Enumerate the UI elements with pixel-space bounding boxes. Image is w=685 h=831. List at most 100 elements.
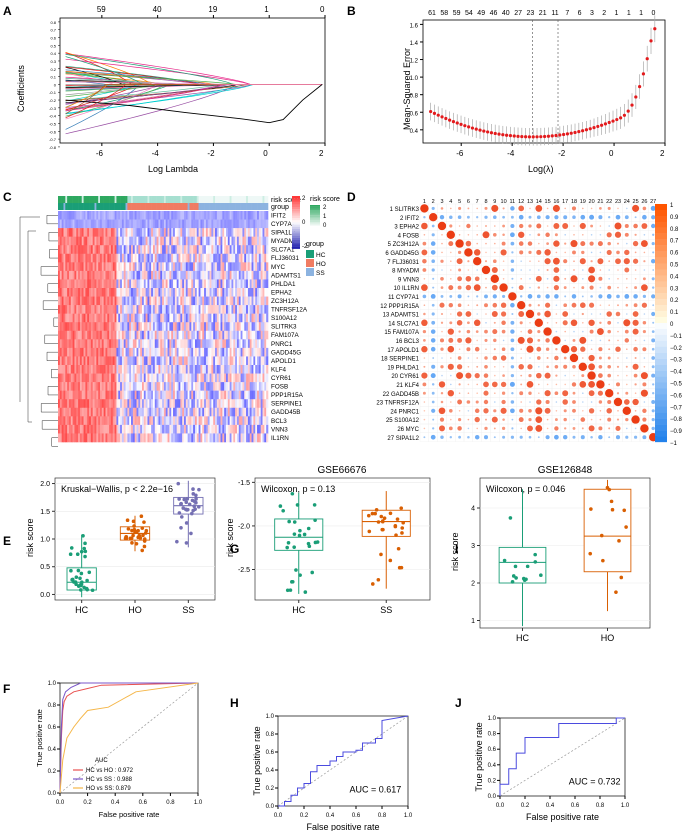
heatmap-cell — [92, 219, 95, 229]
heatmap-cell — [233, 399, 236, 409]
correlation-dot — [554, 233, 558, 237]
heatmap-cell — [226, 211, 229, 220]
heatmap-cell — [162, 339, 165, 349]
group-annotation — [96, 203, 99, 210]
heatmap-cell — [136, 339, 139, 349]
heatmap-cell — [125, 236, 128, 246]
heatmap-cell — [180, 382, 183, 391]
group-annotation — [145, 203, 148, 210]
heatmap-cell — [194, 407, 198, 417]
heatmap-cell — [264, 211, 267, 220]
heatmap-cell — [110, 288, 114, 297]
heatmap-cell — [194, 399, 198, 409]
heatmap-cell — [116, 313, 119, 323]
heatmap-cell — [229, 305, 232, 314]
heatmap-cell — [196, 365, 199, 374]
heatmap-cell — [65, 339, 68, 349]
heatmap-cell — [110, 322, 114, 332]
correlation-dot — [572, 391, 576, 395]
heatmap-cell — [222, 339, 225, 349]
heatmap-cell — [266, 288, 269, 297]
correlation-dot — [422, 258, 427, 264]
heatmap-cell — [249, 322, 252, 332]
y-tick-label: 0.8 — [50, 20, 56, 25]
heatmap-cell — [213, 407, 216, 417]
y-tick-label: 0.1 — [50, 75, 56, 80]
legend-swatch — [310, 215, 320, 217]
group-annotation — [79, 203, 83, 210]
heatmap-cell — [178, 330, 181, 340]
heatmap-cell — [81, 416, 84, 426]
heatmap-cell — [255, 270, 258, 280]
heatmap-cell — [236, 270, 240, 280]
heatmap-cell — [105, 313, 108, 323]
heatmap-cell — [227, 279, 230, 289]
correlation-dot — [555, 330, 558, 333]
heatmap-cell — [72, 330, 75, 340]
heatmap-cell — [226, 279, 229, 289]
correlation-dot — [440, 347, 444, 351]
heatmap-cell — [238, 270, 241, 280]
correlation-dot — [544, 258, 551, 265]
heatmap-cell — [193, 313, 196, 323]
heatmap-cell — [182, 407, 185, 417]
heatmap-cell — [211, 382, 214, 391]
heatmap-cell — [257, 407, 260, 417]
heatmap-cell — [242, 228, 245, 237]
correlation-dot — [546, 383, 549, 386]
heatmap-cell — [218, 382, 221, 391]
heatmap-cell — [224, 399, 227, 409]
heatmap-cell — [78, 330, 81, 340]
correlation-dot — [607, 373, 612, 378]
heatmap-cell — [222, 365, 225, 374]
correlation-dot — [536, 294, 541, 299]
heatmap-cell — [260, 219, 263, 229]
heatmap-cell — [129, 219, 132, 229]
heatmap-cell — [58, 424, 61, 434]
row-gene-label: 3 EPHA2 — [394, 225, 419, 231]
heatmap-cell — [65, 424, 68, 434]
coefficient-path — [65, 84, 323, 115]
heatmap-cell — [63, 279, 66, 289]
heatmap-cell — [152, 373, 156, 383]
heatmap-cell — [107, 424, 110, 434]
heatmap-cell — [83, 270, 86, 280]
heatmap-cell — [132, 279, 135, 289]
group-annotation — [70, 203, 73, 210]
heatmap-cell — [218, 279, 221, 289]
heatmap-cell — [193, 245, 196, 255]
heatmap-cell — [134, 399, 137, 409]
heatmap-cell — [109, 211, 112, 220]
heatmap-cell — [68, 305, 72, 314]
heatmap-cell — [107, 219, 110, 229]
heatmap-cell — [264, 373, 267, 383]
heatmap-cell — [65, 245, 68, 255]
heatmap-cell — [107, 296, 110, 306]
heatmap-cell — [142, 339, 145, 349]
heatmap-cell — [169, 365, 172, 374]
correlation-dot — [641, 284, 648, 291]
heatmap-cell — [74, 433, 77, 443]
heatmap-cell — [191, 270, 194, 280]
correlation-dot — [625, 303, 629, 307]
heatmap-cell — [61, 390, 64, 400]
group-annotation — [184, 203, 187, 210]
correlation-dot — [554, 365, 559, 369]
mse-point — [432, 111, 437, 115]
heatmap-cell — [89, 365, 92, 374]
heatmap-cell — [236, 390, 240, 400]
heatmap-cell — [187, 245, 190, 255]
heatmap-cell — [194, 253, 198, 263]
heatmap-cell — [149, 407, 152, 417]
heatmap-cell — [68, 219, 72, 229]
row-gene-label: 16 BCL3 — [396, 339, 420, 345]
mse-point — [649, 39, 653, 43]
heatmap-cell — [222, 356, 225, 366]
heatmap-cell — [258, 399, 261, 409]
correlation-dot — [501, 241, 506, 246]
heatmap-cell — [59, 407, 62, 417]
heatmap-cell — [136, 228, 139, 237]
correlation-dot — [457, 215, 462, 219]
heatmap-cell — [227, 322, 230, 332]
heatmap-cell — [187, 219, 190, 229]
